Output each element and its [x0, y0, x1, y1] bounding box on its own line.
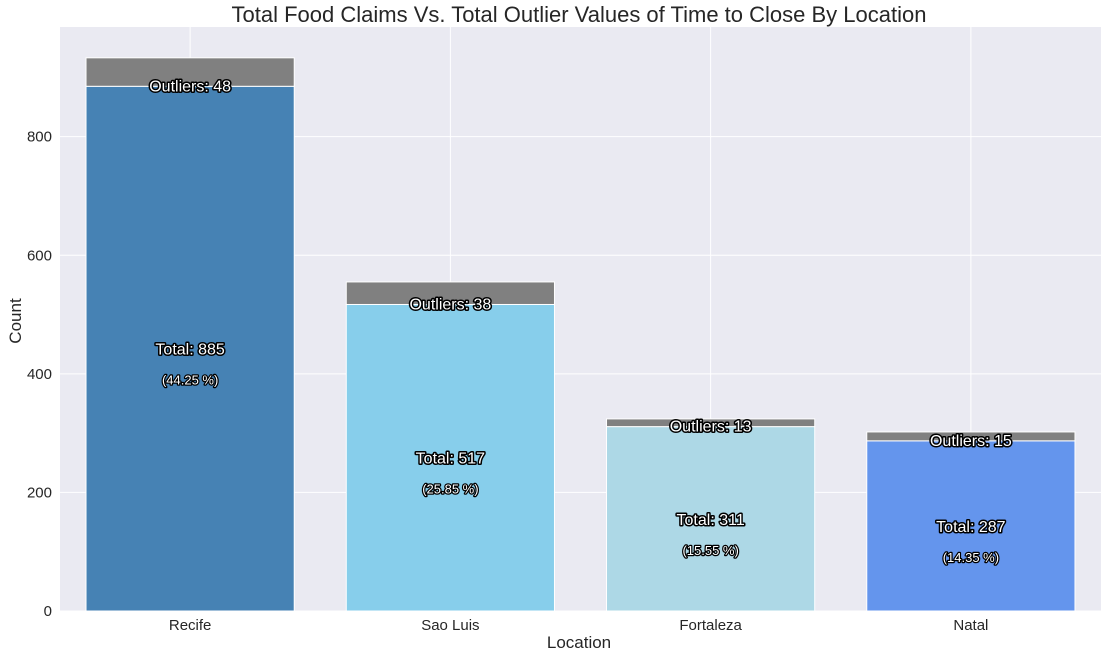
x-axis-ticks: Recife Sao Luis Fortaleza Natal	[169, 617, 989, 634]
bar-total	[606, 426, 816, 612]
percent-label: (14.35 %)	[943, 550, 999, 565]
percent-label: (15.55 %)	[682, 543, 738, 558]
bar-outliers	[866, 431, 1076, 442]
bar-total	[85, 85, 295, 612]
bars	[85, 57, 1076, 612]
x-tick-label: Natal	[953, 617, 988, 634]
x-tick-label: Fortaleza	[679, 617, 742, 634]
bar-outliers	[85, 57, 295, 87]
outlier-label: Outliers: 48	[149, 78, 231, 95]
y-tick-label: 800	[27, 129, 52, 146]
percent-label: (44.25 %)	[162, 373, 218, 388]
total-label: Total: 287	[936, 519, 1005, 536]
y-tick-label: 200	[27, 484, 52, 501]
total-label: Total: 311	[677, 512, 745, 529]
y-tick-label: 600	[27, 247, 52, 264]
percent-label: (25.85 %)	[422, 482, 478, 497]
y-axis-ticks: 0 200 400 600 800	[27, 129, 52, 620]
data-labels: Total: 885 (44.25 %) Outliers: 48 Total: 51…	[148, 77, 1014, 566]
outlier-label: Outliers: 13	[670, 419, 752, 436]
outlier-label: Outliers: 15	[930, 433, 1012, 450]
bar-outliers	[606, 418, 816, 428]
y-tick-label: 0	[44, 603, 52, 620]
chart-title: Total Food Claims Vs. Total Outlier Valu…	[232, 2, 927, 27]
bar-outliers	[345, 281, 555, 305]
x-tick-label: Sao Luis	[421, 617, 479, 634]
y-tick-label: 400	[27, 366, 52, 383]
x-tick-label: Recife	[169, 617, 212, 634]
total-label: Total: 517	[416, 451, 485, 468]
y-axis-label: Count	[6, 298, 25, 344]
outlier-label: Outliers: 38	[409, 296, 491, 313]
total-label: Total: 885	[155, 342, 224, 359]
x-axis-label: Location	[547, 633, 611, 652]
